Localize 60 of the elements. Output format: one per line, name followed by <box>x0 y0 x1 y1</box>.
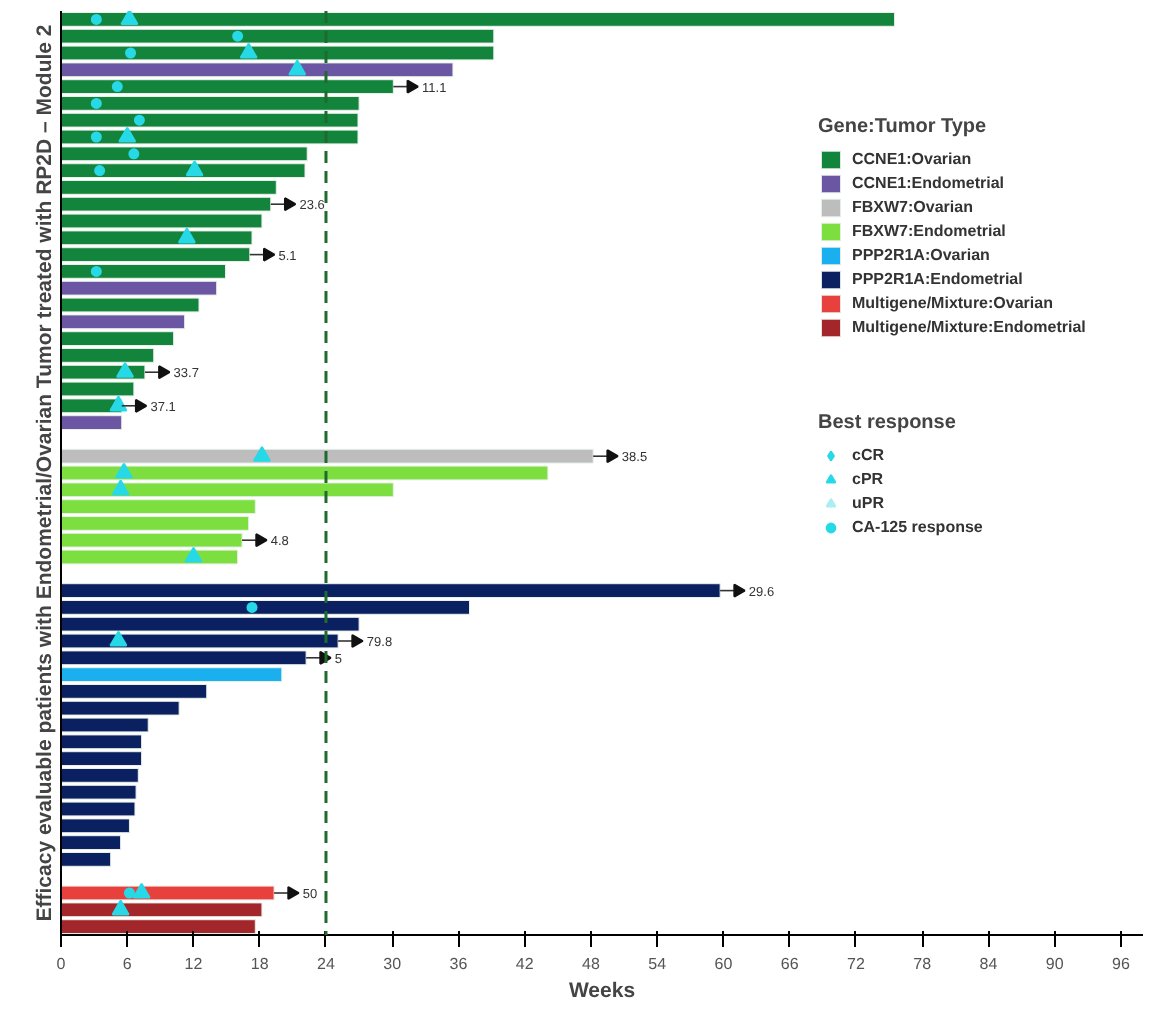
x-axis-title: Weeks <box>568 979 636 1003</box>
legend-label: FBXW7:Ovarian <box>852 196 973 218</box>
point <box>185 160 204 177</box>
x-tick-label: 78 <box>913 955 933 973</box>
x-tick-label: 72 <box>847 955 866 973</box>
point <box>109 395 128 412</box>
legend-label: cPR <box>852 468 886 490</box>
x-tick-label: 0 <box>56 955 67 973</box>
point <box>128 148 140 160</box>
point <box>120 11 139 26</box>
point <box>111 479 130 496</box>
x-tick-label: 42 <box>515 955 535 973</box>
point <box>116 361 135 378</box>
legend-label: CA-125 response <box>852 516 983 538</box>
legend-label: Multigene/Mixture:Ovarian <box>852 292 1053 314</box>
point <box>288 59 307 76</box>
point <box>90 97 102 109</box>
legend-label: uPR <box>852 492 886 514</box>
legend-label: PPP2R1A:Endometrial <box>852 268 1023 290</box>
x-tick-label: 66 <box>780 955 800 973</box>
legend-label: Multigene/Mixture:Endometrial <box>852 316 1086 338</box>
point <box>246 601 258 613</box>
point <box>132 882 151 899</box>
x-tick-label: 18 <box>250 955 270 973</box>
x-tick-label: 36 <box>449 955 469 973</box>
point <box>111 899 130 916</box>
x-tick-label: 24 <box>317 955 336 973</box>
legend-label: CCNE1:Ovarian <box>852 148 972 170</box>
legend-label: FBXW7:Endometrial <box>852 220 1006 242</box>
point <box>184 546 203 563</box>
x-tick-label: 84 <box>979 955 999 973</box>
x-tick-label: 48 <box>582 955 601 973</box>
point <box>111 81 123 93</box>
x-tick-label: 6 <box>122 955 133 973</box>
point <box>90 13 102 25</box>
x-tick-label: 12 <box>184 955 204 973</box>
point <box>239 42 258 59</box>
y-axis-title: Efficacy evaluable patients with Endometrial/Ovarian Tumor treated with RP2D – Module 2 <box>33 24 57 922</box>
x-tick-label: 60 <box>714 955 734 973</box>
x-tick-label: 54 <box>648 955 668 973</box>
point <box>94 165 106 177</box>
point <box>133 114 145 126</box>
point <box>125 47 137 59</box>
point <box>232 30 244 42</box>
text: Best response <box>818 412 956 434</box>
point <box>90 131 102 143</box>
legend-label: cCR <box>852 444 887 466</box>
x-tick-label: 30 <box>383 955 403 973</box>
text: Gene:Tumor Type <box>818 116 987 138</box>
legend-label: CCNE1:Endometrial <box>852 172 1005 194</box>
point <box>114 462 133 479</box>
point <box>90 265 102 277</box>
point <box>109 630 128 647</box>
point <box>177 227 196 244</box>
point <box>123 887 135 899</box>
legend-label: PPP2R1A:Ovarian <box>852 244 990 266</box>
point <box>252 445 271 462</box>
point <box>118 126 137 143</box>
x-tick-label: 96 <box>1112 955 1131 973</box>
x-tick-label: 90 <box>1045 955 1065 973</box>
